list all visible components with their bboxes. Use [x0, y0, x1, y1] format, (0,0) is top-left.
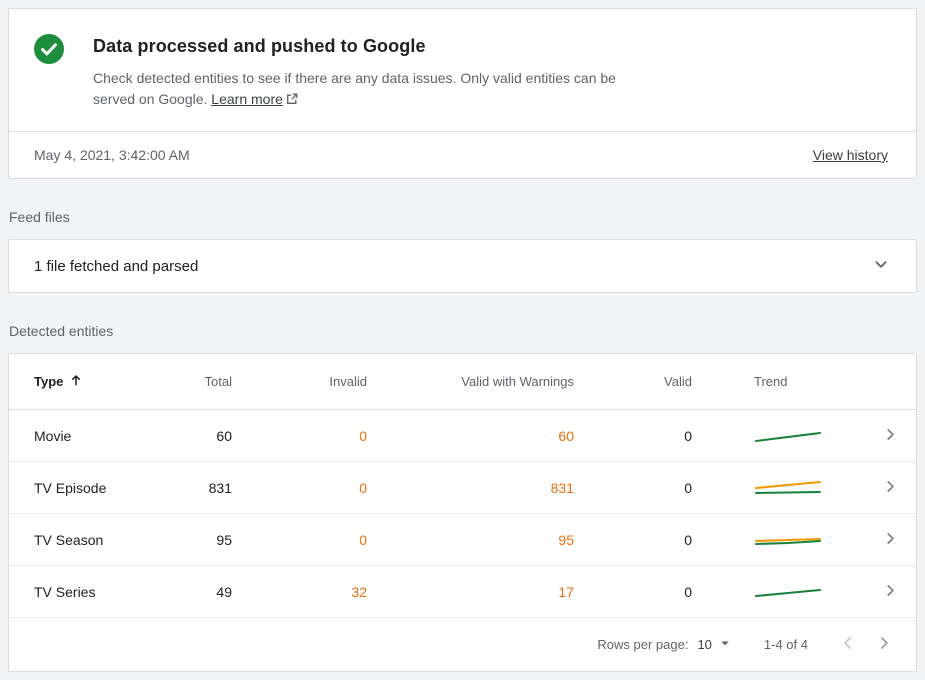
column-header-total[interactable]: Total [204, 374, 232, 389]
table-row[interactable]: TV Episode 831 0 831 0 [9, 462, 916, 514]
chevron-right-icon [881, 581, 900, 603]
table-row[interactable]: TV Season 95 0 95 0 [9, 514, 916, 566]
row-chevron[interactable] [860, 581, 900, 603]
section-label-detected-entities: Detected entities [9, 323, 114, 339]
cell-invalid: 0 [359, 479, 367, 496]
rows-per-page-select[interactable]: 10 [697, 634, 733, 655]
entities-table-card: Type Total Invalid Valid with Warnings V… [8, 353, 917, 672]
cell-valid-with-warnings: 60 [558, 427, 574, 444]
status-timestamp: May 4, 2021, 3:42:00 AM [34, 147, 190, 163]
table-footer: Rows per page: 10 1-4 of 4 [9, 618, 916, 671]
trend-sparkline [755, 537, 821, 545]
chevron-right-icon [881, 477, 900, 499]
cell-valid: 0 [684, 427, 692, 444]
cell-type: Movie [34, 427, 72, 444]
column-header-valid-with-warnings[interactable]: Valid with Warnings [461, 374, 574, 389]
rows-per-page-label: Rows per page: [597, 637, 689, 652]
table-body: Movie 60 0 60 0 TV Episode 831 0 831 0 T… [9, 410, 916, 618]
page-range-label: 1-4 of 4 [763, 637, 808, 652]
section-label-feed-files: Feed files [9, 209, 70, 225]
cell-type: TV Episode [34, 479, 107, 496]
row-chevron[interactable] [860, 425, 900, 447]
dropdown-arrow-icon [716, 634, 734, 655]
cell-total: 831 [208, 479, 232, 496]
column-header-valid[interactable]: Valid [664, 374, 692, 389]
status-card: Data processed and pushed to Google Chec… [8, 8, 917, 179]
table-row[interactable]: TV Series 49 32 17 0 [9, 566, 916, 618]
trend-sparkline [755, 588, 821, 597]
view-history-link[interactable]: View history [812, 147, 888, 163]
sort-ascending-icon [70, 374, 82, 389]
column-header-trend: Trend [754, 374, 788, 389]
cell-type: TV Season [34, 531, 104, 548]
cell-valid: 0 [684, 479, 692, 496]
cell-valid: 0 [684, 583, 692, 600]
trend-sparkline [755, 480, 821, 494]
chevron-right-icon [881, 425, 900, 447]
cell-invalid: 0 [359, 427, 367, 444]
chevron-left-icon [838, 633, 858, 656]
next-page-button[interactable] [866, 627, 902, 663]
table-row[interactable]: Movie 60 0 60 0 [9, 410, 916, 462]
chevron-down-icon[interactable] [870, 253, 892, 279]
cell-valid: 0 [684, 531, 692, 548]
status-description-text: Check detected entities to see if there … [93, 70, 616, 107]
cell-invalid: 0 [359, 531, 367, 548]
row-chevron[interactable] [860, 529, 900, 551]
cell-total: 60 [216, 427, 232, 444]
status-title: Data processed and pushed to Google [93, 36, 426, 56]
learn-more-link[interactable]: Learn more [211, 91, 283, 107]
column-header-invalid[interactable]: Invalid [329, 374, 367, 389]
feed-files-summary: 1 file fetched and parsed [34, 257, 199, 275]
cell-total: 49 [216, 583, 232, 600]
column-header-type[interactable]: Type [34, 374, 164, 389]
chevron-right-icon [874, 633, 894, 656]
cell-valid-with-warnings: 17 [558, 583, 574, 600]
chevron-right-icon [881, 529, 900, 551]
cell-valid-with-warnings: 95 [558, 531, 574, 548]
check-circle-icon [34, 34, 64, 111]
status-description: Check detected entities to see if there … [93, 68, 661, 111]
prev-page-button[interactable] [830, 627, 866, 663]
trend-sparkline [755, 431, 821, 442]
external-link-icon [286, 90, 298, 111]
row-chevron[interactable] [860, 477, 900, 499]
status-footer: May 4, 2021, 3:42:00 AM View history [9, 131, 916, 178]
feed-files-card[interactable]: 1 file fetched and parsed [8, 239, 917, 293]
cell-valid-with-warnings: 831 [550, 479, 574, 496]
cell-total: 95 [216, 531, 232, 548]
cell-type: TV Series [34, 583, 96, 600]
cell-invalid: 32 [351, 583, 367, 600]
table-header: Type Total Invalid Valid with Warnings V… [9, 354, 916, 410]
